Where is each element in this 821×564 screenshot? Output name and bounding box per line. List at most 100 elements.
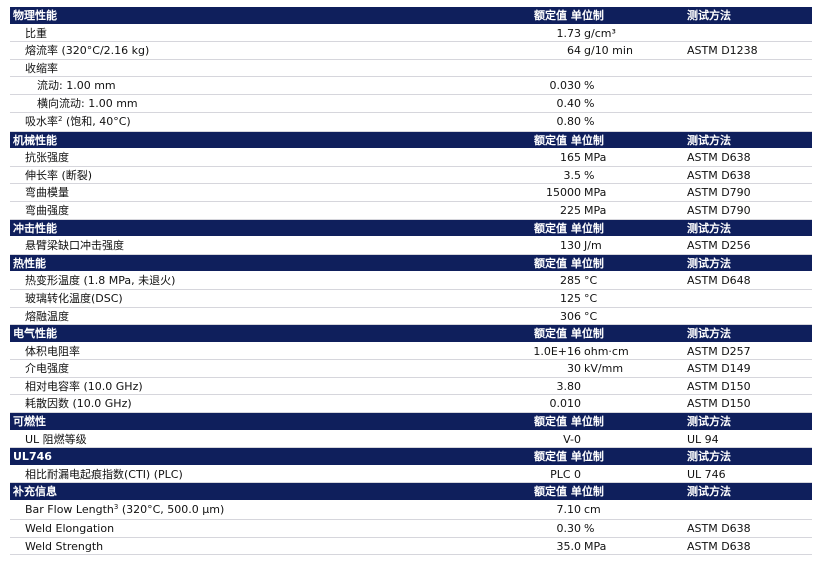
footnote-marker: 2 [58, 114, 63, 123]
property-name-text: Weld Strength [25, 539, 104, 553]
property-name-text: 比重 [25, 26, 47, 40]
property-name-text: 相对电容率 (10.0 GHz) [25, 379, 143, 393]
property-value-unit: g/cm³ [584, 26, 616, 40]
column-header-unit: 单位制 [570, 133, 604, 147]
column-header-value-unit: 额定值 单位制 [534, 255, 604, 272]
column-header-value: 额定值 [534, 415, 567, 429]
test-method: ASTM D638 [687, 522, 751, 536]
column-header-method: 测试方法 [687, 450, 731, 464]
section-title: 冲击性能 [13, 221, 57, 235]
column-header-value-unit: 额定值 单位制 [534, 220, 604, 237]
test-method: ASTM D638 [687, 539, 751, 553]
property-name-text: 伸长率 (断裂) [25, 168, 93, 182]
property-value-unit: MPa [584, 186, 607, 200]
property-row: Weld Elongation 0.30% ASTM D638 [10, 520, 812, 538]
property-name-text: 悬臂梁缺口冲击强度 [25, 239, 124, 253]
column-header-value-unit: 额定值 单位制 [534, 132, 604, 149]
column-header-unit: 单位制 [570, 221, 604, 235]
test-method: ASTM D1238 [687, 44, 758, 58]
section-header: UL746 额定值 单位制 测试方法 [10, 448, 812, 466]
section-title: 热性能 [13, 256, 46, 270]
section-header: 可燃性 额定值 单位制 测试方法 [10, 413, 812, 431]
property-value-number: 3.5 [563, 168, 582, 182]
property-name: 相对电容率 (10.0 GHz) [25, 378, 143, 395]
property-value-number: 306 [560, 309, 581, 323]
property-name-text: 熔融温度 [25, 309, 69, 323]
property-name: 流动: 1.00 mm [37, 77, 116, 94]
property-value-number: 0.40 [556, 96, 582, 110]
property-value-unit: J/m [584, 239, 602, 253]
property-row: 相对电容率 (10.0 GHz) 3.80 ASTM D150 [10, 378, 812, 396]
property-row: 相比耐漏电起痕指数(CTI) (PLC) PLC 0 UL 746 [10, 466, 812, 484]
property-name-text: 熔流率 (320°C/2.16 kg) [25, 44, 150, 58]
column-header-value: 额定值 [534, 256, 567, 270]
property-row: UL 阻燃等级 V-0 UL 94 [10, 431, 812, 449]
property-row: 比重 1.73 g/cm³ [10, 25, 812, 43]
section-title: 物理性能 [13, 9, 57, 22]
column-header-method: 测试方法 [687, 221, 731, 235]
property-name: 相比耐漏电起痕指数(CTI) (PLC) [25, 466, 183, 483]
property-row: 流动: 1.00 mm 0.030% [10, 77, 812, 95]
property-row: 抗张强度 165 MPa ASTM D638 [10, 149, 812, 167]
property-value-unit: % [584, 79, 595, 93]
property-name-condition: (饱和, 40°C) [62, 114, 131, 128]
property-name-text: 流动: 1.00 mm [37, 79, 116, 93]
column-header-value: 额定值 [534, 327, 567, 341]
column-header-method: 测试方法 [687, 256, 731, 270]
property-row: 弯曲模量 15000 MPa ASTM D790 [10, 184, 812, 202]
property-name-condition: (320°C, 500.0 µm) [118, 503, 225, 517]
column-header-value: 额定值 [534, 485, 567, 499]
footnote-marker: 3 [113, 503, 119, 512]
property-value-number: 64 [567, 44, 581, 58]
test-method: ASTM D149 [687, 362, 751, 376]
property-row: 横向流动: 1.00 mm 0.40% [10, 95, 812, 113]
property-value-unit: g/10 min [584, 44, 633, 58]
property-name: 比重 [25, 25, 47, 42]
property-name-text: 抗张强度 [25, 151, 69, 165]
property-row: 熔流率 (320°C/2.16 kg) 64 g/10 min ASTM D1238 [10, 42, 812, 60]
property-name-text: Weld Elongation [25, 522, 115, 536]
property-name-text: 介电强度 [25, 362, 69, 376]
section-header: 电气性能 额定值 单位制 测试方法 [10, 325, 812, 343]
property-row: 伸长率 (断裂) 3.5% ASTM D638 [10, 167, 812, 185]
test-method: UL 94 [687, 432, 719, 446]
property-value-number: 285 [560, 274, 581, 288]
property-name-text: 吸水率 [25, 114, 58, 128]
property-value-number: 0.030 [549, 79, 582, 93]
column-header-method: 测试方法 [687, 327, 731, 341]
property-name: Bar Flow Length3 (320°C, 500.0 µm) [25, 501, 224, 518]
property-value-unit: kV/mm [584, 362, 624, 376]
property-value-unit: % [584, 168, 595, 182]
property-name: 吸水率2 (饱和, 40°C) [25, 113, 131, 130]
property-name: 收缩率 [25, 60, 58, 77]
property-row: 介电强度 30 kV/mm ASTM D149 [10, 360, 812, 378]
property-name: 体积电阻率 [25, 343, 80, 360]
column-header-value-unit: 额定值 单位制 [534, 483, 604, 500]
column-header-method: 测试方法 [687, 9, 731, 22]
property-value-unit: MPa [584, 203, 607, 217]
property-name: 玻璃转化温度(DSC) [25, 290, 123, 307]
property-value-unit: cm [584, 503, 601, 517]
property-value-number: 1.0E+16 [533, 344, 581, 358]
property-value-unit: % [584, 522, 595, 536]
property-value-number: 165 [560, 151, 581, 165]
property-value-unit: MPa [584, 151, 607, 165]
property-name: UL 阻燃等级 [25, 431, 87, 448]
column-header-method: 测试方法 [687, 133, 731, 147]
section-title: UL746 [13, 450, 52, 464]
column-header-value: 额定值 [534, 450, 567, 464]
property-value-number: 15000 [546, 186, 581, 200]
property-name: 弯曲强度 [25, 202, 69, 219]
test-method: ASTM D790 [687, 203, 751, 217]
column-header-unit: 单位制 [570, 256, 604, 270]
property-value-unit: °C [584, 274, 598, 288]
column-header-value-unit: 额定值 单位制 [534, 325, 604, 342]
property-name-text: 体积电阻率 [25, 344, 80, 358]
section-title: 机械性能 [13, 133, 57, 147]
property-value-number: 30 [567, 362, 581, 376]
column-header-unit: 单位制 [570, 485, 604, 499]
property-name-text: 收缩率 [25, 61, 58, 75]
column-header-unit: 单位制 [570, 9, 604, 22]
property-value-number: 35.0 [556, 539, 582, 553]
column-header-value: 额定值 [534, 221, 567, 235]
